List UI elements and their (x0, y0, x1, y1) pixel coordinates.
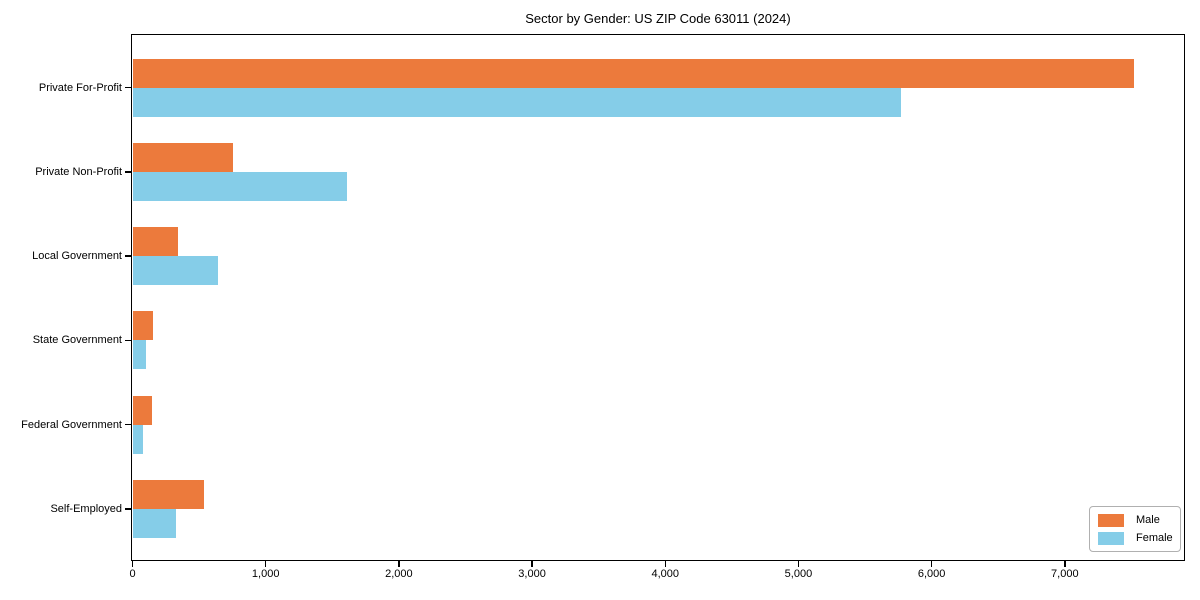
chart-title: Sector by Gender: US ZIP Code 63011 (202… (525, 11, 791, 26)
x-tick-mark (664, 561, 666, 567)
category-label: Local Government (32, 250, 122, 263)
bar-male (132, 58, 1134, 88)
category-label: Private Non-Profit (35, 165, 122, 178)
legend-label: Female (1136, 532, 1173, 544)
x-tick-label: 2,000 (385, 568, 413, 580)
y-tick-mark (125, 255, 131, 257)
x-tick-label: 6,000 (917, 568, 946, 580)
legend-swatch-male (1098, 513, 1124, 527)
x-tick-label: 1,000 (251, 568, 280, 580)
bar-female (132, 424, 144, 454)
y-tick-mark (125, 423, 131, 426)
bar-male (132, 311, 153, 341)
bar-female (132, 171, 347, 201)
legend-swatch-female (1098, 531, 1124, 545)
x-tick-mark (398, 561, 400, 567)
bar-female (132, 509, 177, 538)
x-tick-label: 4,000 (651, 568, 680, 580)
bar-male (132, 227, 178, 257)
legend-item-female: Female (1098, 531, 1173, 545)
category-label: Private For-Profit (38, 81, 122, 94)
x-tick-mark (1064, 561, 1066, 567)
y-tick-mark (125, 508, 131, 510)
legend-label: Male (1136, 514, 1160, 526)
bar-male (132, 395, 153, 425)
legend: Male Female (1089, 506, 1181, 552)
plot-area (131, 34, 1185, 561)
bar-female (132, 340, 146, 370)
y-tick-mark (125, 339, 131, 342)
x-tick-label: 0 (129, 568, 136, 580)
x-tick-mark (264, 561, 267, 567)
bar-female (132, 256, 218, 286)
category-label: State Government (32, 334, 122, 347)
x-tick-mark (131, 561, 134, 567)
x-tick-mark (797, 561, 800, 567)
x-tick-label: 7,000 (1051, 568, 1079, 580)
category-label: Federal Government (21, 418, 122, 431)
bar-male (132, 480, 204, 509)
x-tick-label: 5,000 (784, 568, 813, 580)
y-tick-mark (125, 171, 131, 173)
legend-item-male: Male (1098, 513, 1172, 527)
y-tick-mark (125, 86, 131, 89)
x-tick-mark (930, 561, 933, 567)
bar-female (132, 87, 902, 117)
category-label: Self-Employed (50, 503, 122, 515)
x-tick-mark (531, 561, 533, 567)
x-tick-label: 3,000 (518, 568, 546, 580)
bar-male (132, 142, 233, 172)
